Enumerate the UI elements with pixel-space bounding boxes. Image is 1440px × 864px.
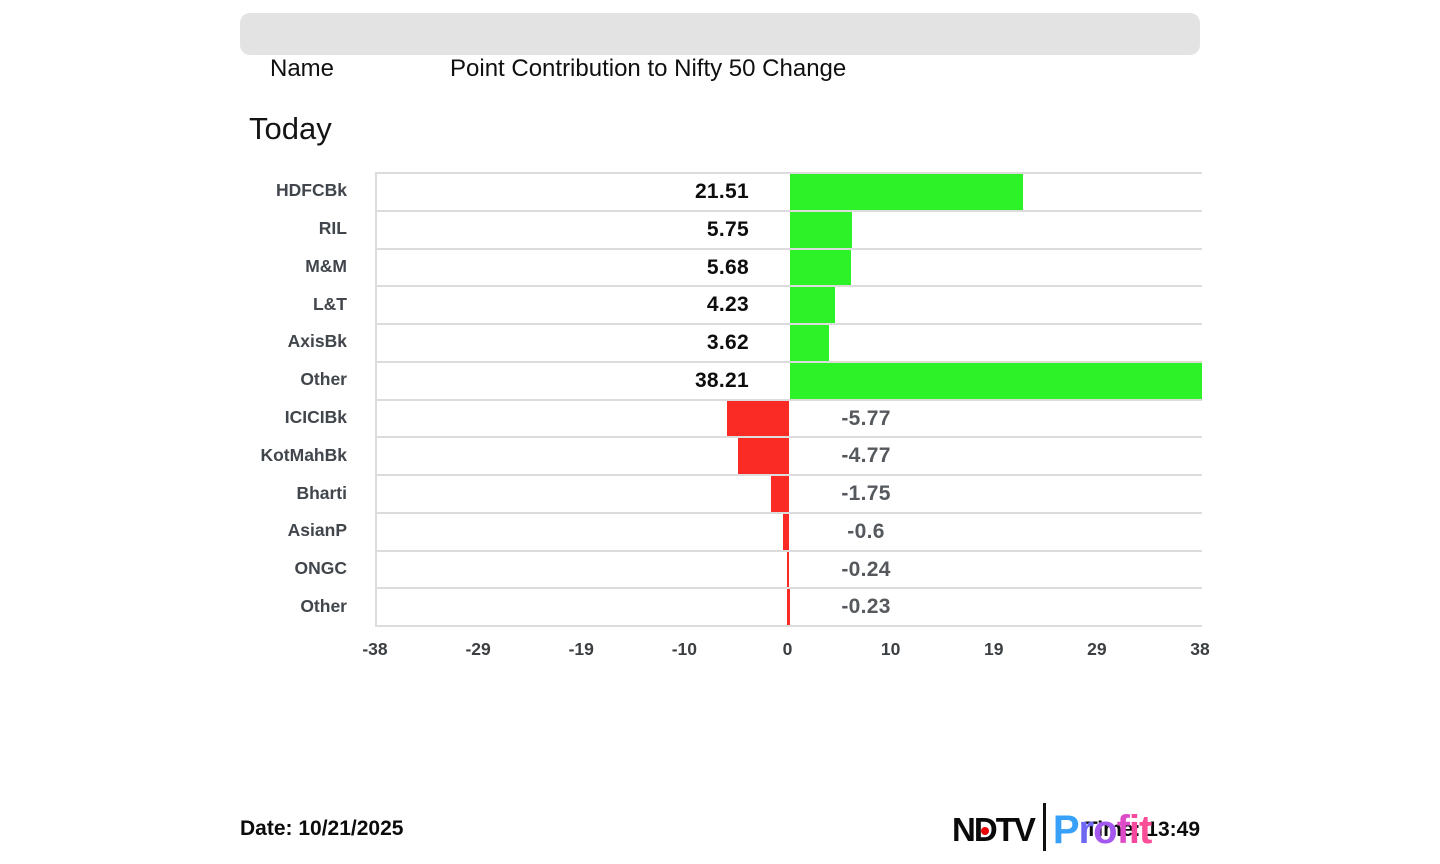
bar-value-label: 38.21 [694, 368, 749, 392]
category-label: KotMahBk [260, 444, 347, 465]
profit-wordmark: Profit [1052, 807, 1153, 853]
category-label: RIL [318, 218, 347, 239]
x-tick-label: 38 [1190, 639, 1210, 659]
bar-value-label: -5.77 [841, 406, 891, 430]
x-tick-label: -10 [671, 639, 698, 659]
period-label: Today [249, 111, 332, 146]
bar-positive [789, 287, 836, 324]
logo-divider [1042, 803, 1046, 851]
bar-negative [782, 513, 790, 550]
x-tick-label: 29 [1087, 639, 1107, 659]
bar-value-label: -0.6 [847, 519, 885, 543]
date-label: Date: 10/21/2025 [240, 817, 404, 840]
category-label: AxisBk [287, 331, 347, 352]
bar-negative [787, 589, 790, 626]
bar-value-label: 21.51 [694, 180, 749, 203]
category-label: Other [300, 369, 347, 390]
profit-letter: i [1128, 807, 1140, 852]
header-bar [240, 13, 1200, 55]
category-label: ICICIBk [284, 406, 347, 427]
x-axis: -38 -29 -19 -10 0 10 19 29 38 [362, 639, 1209, 665]
chart-row: 3.62 [377, 325, 1202, 363]
bar-positive [789, 249, 852, 286]
ndtv-wordmark: NDTV [952, 811, 1036, 848]
category-label: M&M [305, 255, 347, 276]
chart-row: -5.77 [377, 400, 1202, 439]
profit-letter: f [1116, 807, 1130, 852]
time-label: Time: 13:49 [1084, 818, 1200, 841]
category-label: ONGC [294, 558, 348, 579]
bar-value-label: 5.75 [706, 217, 749, 241]
chart-row: 4.23 [377, 287, 1202, 326]
category-label: HDFCBk [276, 180, 347, 201]
category-label: AsianP [287, 520, 347, 541]
bar-value-label: -0.23 [841, 595, 891, 619]
name-field-label: Name [270, 55, 335, 82]
bar-negative [786, 551, 790, 588]
bar-value-label: 5.68 [706, 255, 749, 279]
bar-negative [737, 438, 790, 475]
chart-row: 5.75 [377, 211, 1202, 250]
category-label: Bharti [296, 482, 347, 503]
chart-row: 5.68 [377, 249, 1202, 288]
bar-value-label: -0.24 [841, 557, 891, 581]
chart-row: -4.77 [377, 438, 1202, 477]
bar-positive [789, 325, 829, 361]
category-label: Other [300, 595, 347, 616]
x-tick-label: 10 [880, 639, 901, 659]
bar-value-label: -4.77 [841, 444, 891, 468]
x-tick-label: -38 [362, 639, 388, 659]
plot-area: 21.51 5.75 5.68 4.23 3.62 38.21 -5.77 -4.77 -1.7… [375, 172, 1202, 628]
profit-letter: t [1139, 807, 1152, 852]
bar-value-label: 4.23 [706, 293, 749, 317]
x-tick-label: -19 [568, 639, 594, 659]
chart-row: -0.23 [377, 589, 1202, 628]
chart-row: -1.75 [377, 476, 1202, 514]
x-tick-label: -29 [465, 639, 491, 659]
chart-row: -0.24 [377, 551, 1202, 590]
bar-value-label: -1.75 [841, 482, 891, 506]
bar-negative [726, 400, 790, 437]
bar-positive [789, 174, 1023, 210]
bar-value-label: 3.62 [706, 331, 749, 355]
chart-title: Point Contribution to Nifty 50 Change [450, 55, 847, 82]
bar-positive [789, 211, 852, 248]
bar-positive [789, 362, 1202, 399]
ndtv-profit-logo: NDTV Profit [952, 803, 1153, 854]
ndtv-red-dot-icon [981, 826, 990, 835]
profit-letter: P [1052, 807, 1080, 852]
profit-letter: o [1093, 807, 1117, 852]
category-label: L&T [312, 293, 347, 314]
profit-letter: r [1078, 807, 1095, 852]
bar-negative [770, 476, 790, 512]
category-labels-column: HDFCBk RIL M&M L&T AxisBk Other ICICIBk KotMahB… [240, 172, 347, 626]
chart-row: 38.21 [377, 362, 1202, 401]
chart-row: 21.51 [377, 174, 1202, 212]
x-tick-label: 0 [782, 639, 793, 659]
x-tick-label: 19 [984, 639, 1004, 659]
chart-row: -0.6 [377, 513, 1202, 552]
